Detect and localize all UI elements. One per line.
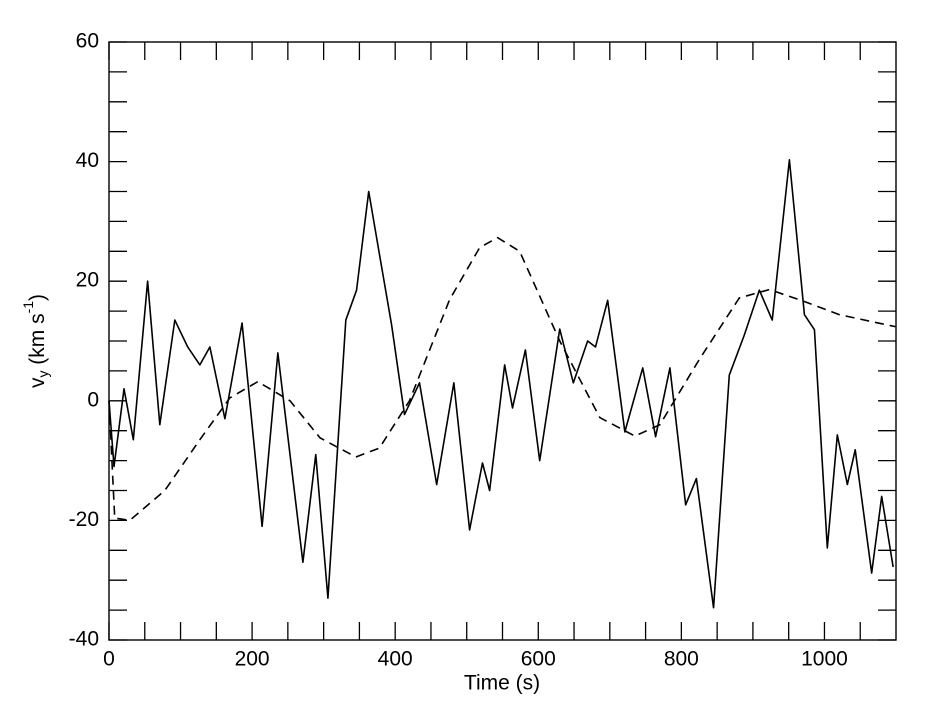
y-tick-label: -20 — [69, 508, 99, 531]
data-line — [108, 236, 896, 522]
x-tick-label: 800 — [664, 648, 699, 671]
y-tick-label: 0 — [87, 388, 99, 411]
y-axis-label: vy (km s-1) — [20, 294, 51, 388]
plot-frame — [108, 41, 897, 641]
x-tick-label: 400 — [378, 648, 413, 671]
x-tick-label: 600 — [521, 648, 556, 671]
y-tick-label: -40 — [69, 628, 99, 651]
data-line — [108, 159, 894, 609]
y-tick-label: 20 — [76, 269, 99, 292]
x-axis-label: Time (s) — [464, 672, 540, 695]
x-tick-label: 1000 — [801, 648, 848, 671]
y-tick-label: 40 — [76, 149, 99, 172]
x-tick-label: 0 — [103, 648, 115, 671]
x-tick-label: 200 — [235, 648, 270, 671]
y-tick-label: 60 — [76, 30, 99, 53]
